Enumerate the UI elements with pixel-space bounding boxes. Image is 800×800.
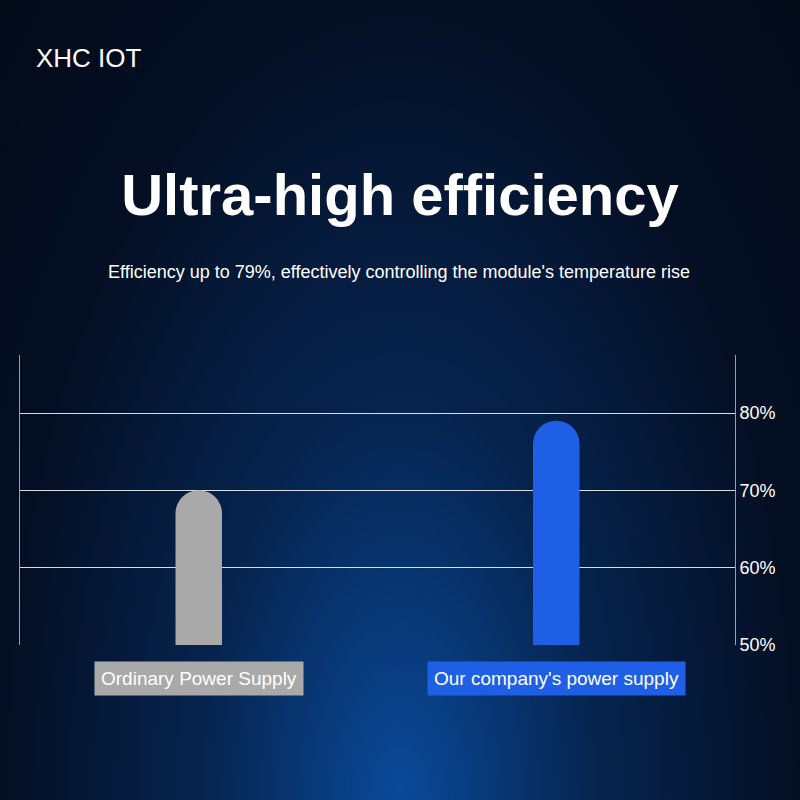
svg-text:Ordinary Power Supply: Ordinary Power Supply	[101, 668, 297, 689]
svg-text:50%: 50%	[740, 635, 776, 655]
svg-text:Ultra-high efficiency: Ultra-high efficiency	[121, 162, 679, 227]
svg-text:Efficiency up to 79%, effectiv: Efficiency up to 79%, effectively contro…	[108, 262, 690, 282]
svg-text:XHC IOT: XHC IOT	[36, 43, 142, 73]
svg-text:70%: 70%	[740, 481, 776, 501]
svg-text:60%: 60%	[740, 558, 776, 578]
svg-text:Our company's power supply: Our company's power supply	[434, 668, 679, 689]
svg-text:80%: 80%	[740, 403, 776, 423]
